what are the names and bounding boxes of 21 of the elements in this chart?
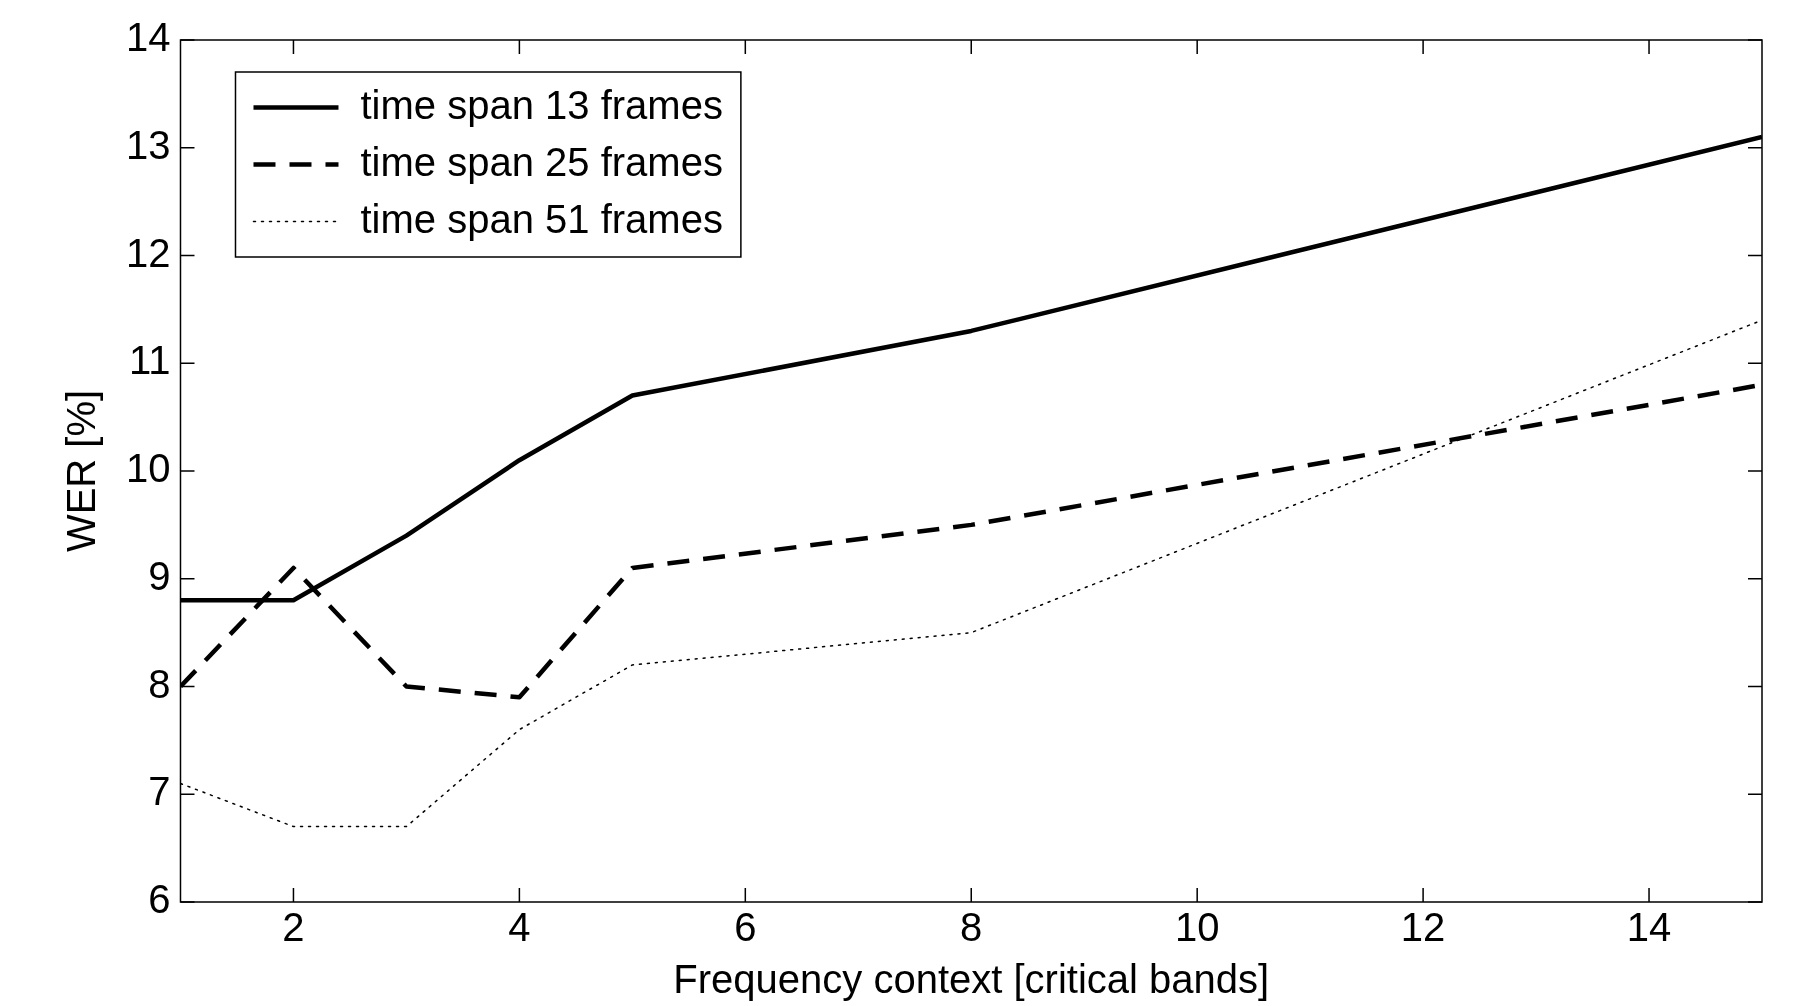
y-tick-label: 7: [148, 769, 171, 814]
x-tick-label: 4: [508, 905, 531, 950]
x-tick-label: 8: [960, 905, 983, 950]
legend-label: time span 13 frames: [360, 82, 723, 127]
y-tick-label: 9: [148, 553, 171, 598]
y-tick-label: 14: [125, 15, 171, 60]
y-tick-label: 10: [125, 446, 171, 491]
y-axis-title: WER [%]: [59, 389, 104, 553]
y-tick-label: 13: [125, 122, 171, 167]
x-tick-label: 6: [734, 905, 757, 950]
y-tick-label: 12: [125, 230, 171, 275]
y-tick-label: 6: [148, 877, 171, 922]
x-axis-title: Frequency context [critical bands]: [673, 957, 1270, 1002]
x-tick-label: 14: [1626, 905, 1672, 950]
y-tick-label: 8: [148, 661, 171, 706]
x-tick-label: 2: [282, 905, 305, 950]
y-tick-label: 11: [128, 338, 171, 383]
x-tick-label: 12: [1400, 905, 1446, 950]
legend-label: time span 51 frames: [360, 196, 723, 241]
legend-label: time span 25 frames: [360, 139, 723, 184]
x-tick-label: 10: [1174, 905, 1220, 950]
